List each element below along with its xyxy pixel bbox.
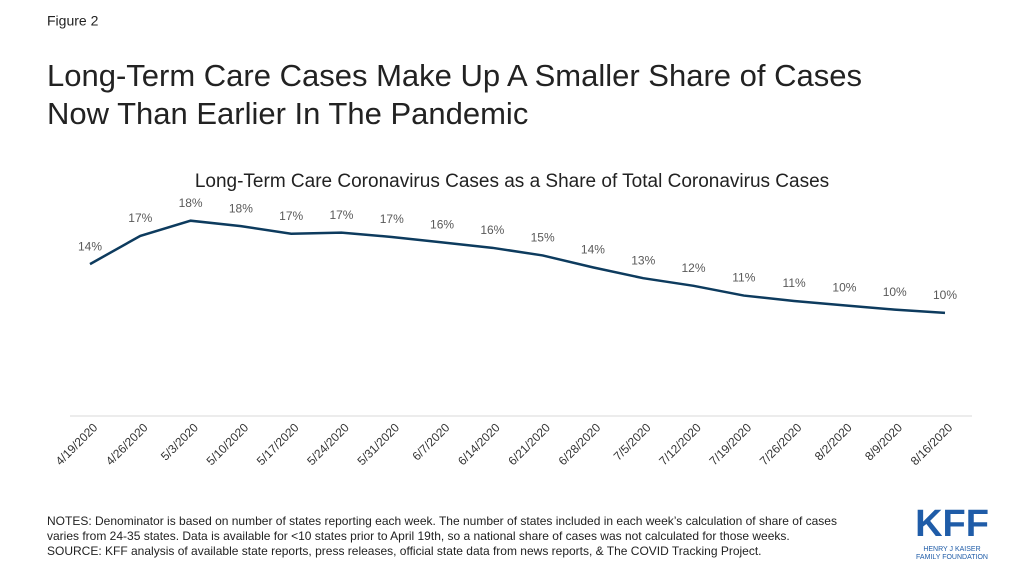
note: NOTES: Denominator is based on number of… xyxy=(47,514,837,528)
x-tick-label: 7/19/2020 xyxy=(707,420,755,468)
x-tick-label: 8/16/2020 xyxy=(908,420,956,468)
chart-title: Long-Term Care Cases Make Up A Smaller S… xyxy=(47,58,862,131)
data-label: 17% xyxy=(279,209,303,223)
x-tick-label: 6/14/2020 xyxy=(455,420,503,468)
data-label: 16% xyxy=(430,218,454,232)
x-tick-label: 5/17/2020 xyxy=(254,420,302,468)
note: SOURCE: KFF analysis of available state … xyxy=(47,544,762,558)
data-label: 11% xyxy=(783,276,806,290)
x-tick-label: 8/2/2020 xyxy=(812,420,855,463)
x-tick-label: 6/28/2020 xyxy=(556,420,604,468)
data-label: 17% xyxy=(380,212,404,226)
x-tick-label: 6/7/2020 xyxy=(409,420,452,463)
data-label: 13% xyxy=(631,253,655,267)
x-tick-label: 6/21/2020 xyxy=(505,420,553,468)
x-tick-label: 7/12/2020 xyxy=(656,420,704,468)
data-label: 10% xyxy=(933,288,957,302)
logo-line: FAMILY FOUNDATION xyxy=(916,554,988,561)
figure-label: Figure 2 xyxy=(47,13,99,29)
data-label: 14% xyxy=(581,243,605,257)
data-label: 12% xyxy=(682,261,706,275)
data-label: 17% xyxy=(128,211,152,225)
data-label: 17% xyxy=(329,208,353,222)
x-tick-label: 7/5/2020 xyxy=(611,420,654,463)
chart-subtitle: Long-Term Care Coronavirus Cases as a Sh… xyxy=(195,171,829,192)
logo-name: KFF xyxy=(915,503,989,545)
logo-line: HENRY J KAISER xyxy=(923,546,980,553)
x-tick-label: 5/3/2020 xyxy=(158,420,201,463)
x-tick-label: 7/26/2020 xyxy=(757,420,805,468)
x-tick-label: 5/24/2020 xyxy=(304,420,352,468)
data-label: 18% xyxy=(179,196,203,210)
line xyxy=(89,219,946,315)
data-label: 10% xyxy=(832,281,856,295)
data-label: 14% xyxy=(78,239,102,253)
x-tick-label: 8/9/2020 xyxy=(862,420,905,463)
data-label: 18% xyxy=(229,201,253,215)
data-label: 15% xyxy=(531,231,555,245)
x-tick-label: 4/19/2020 xyxy=(53,420,101,468)
data-label: 11% xyxy=(732,271,755,285)
data-label: 16% xyxy=(480,223,504,237)
x-tick-label: 4/26/2020 xyxy=(103,420,151,468)
x-tick-label: 5/31/2020 xyxy=(354,420,402,468)
x-tick-label: 5/10/2020 xyxy=(204,420,252,468)
data-label: 10% xyxy=(883,285,907,299)
note: varies from 24-35 states. Data is availa… xyxy=(47,529,790,543)
